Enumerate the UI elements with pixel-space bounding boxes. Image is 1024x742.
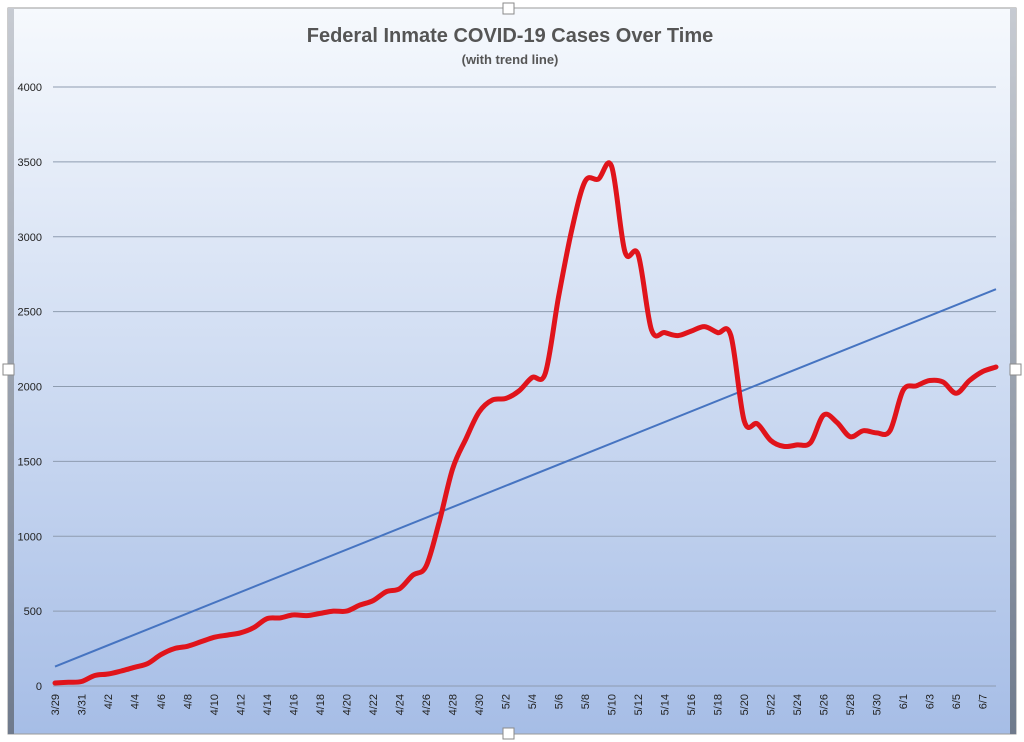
x-tick-label: 5/24 [792, 694, 804, 715]
x-tick-label: 4/28 [448, 694, 460, 715]
y-tick-label: 4000 [18, 82, 42, 94]
trend-line [54, 288, 997, 668]
x-tick-label: 4/2 [103, 694, 115, 709]
x-tick-label: 4/14 [262, 694, 274, 715]
y-tick-label: 3000 [18, 232, 42, 244]
x-tick-label: 5/6 [554, 694, 566, 709]
chart-subtitle: (with trend line) [462, 52, 559, 67]
x-tick-label: 3/31 [77, 694, 89, 715]
x-tick-label: 4/20 [342, 694, 354, 715]
x-tick-label: 5/8 [580, 694, 592, 709]
x-tick-label: 6/3 [925, 694, 937, 709]
x-tick-label: 4/8 [183, 694, 195, 709]
resize-handle-top[interactable] [502, 2, 515, 15]
resize-handle-left[interactable] [2, 363, 15, 376]
x-tick-label: 5/26 [819, 694, 831, 715]
resize-handle-bottom[interactable] [502, 727, 515, 740]
x-tick-label: 5/14 [660, 694, 672, 715]
x-tick-label: 6/1 [898, 694, 910, 709]
x-tick-label: 4/12 [236, 694, 248, 715]
x-tick-label: 4/18 [315, 694, 327, 715]
y-tick-label: 1500 [18, 456, 42, 468]
y-tick-label: 500 [24, 606, 42, 618]
y-axis-tick-labels: 0 500 1000 1500 2000 2500 3000 3500 4000 [18, 82, 42, 693]
x-tick-label: 5/20 [739, 694, 751, 715]
y-tick-label: 0 [36, 681, 42, 693]
series-line [52, 160, 999, 686]
x-tick-label: 6/5 [951, 694, 963, 709]
chart-area[interactable] [7, 7, 1017, 735]
x-axis-tick-labels: 3/29 3/31 4/2 4/4 4/6 4/8 4/10 4/12 4/14 4/16 4/18… [50, 694, 990, 715]
x-tick-label: 6/7 [978, 694, 990, 709]
x-tick-label: 4/22 [368, 694, 380, 715]
gridlines [53, 86, 996, 687]
y-tick-label: 2500 [18, 307, 42, 319]
x-tick-label: 5/16 [686, 694, 698, 715]
x-tick-label: 4/30 [474, 694, 486, 715]
x-tick-label: 4/10 [209, 694, 221, 715]
x-tick-label: 4/24 [395, 694, 407, 715]
x-tick-label: 5/28 [845, 694, 857, 715]
y-tick-label: 1000 [18, 531, 42, 543]
x-tick-label: 5/2 [501, 694, 513, 709]
x-tick-label: 3/29 [50, 694, 62, 715]
x-tick-label: 4/16 [289, 694, 301, 715]
x-tick-label: 5/4 [527, 694, 539, 709]
x-tick-label: 5/12 [633, 694, 645, 715]
y-tick-label: 3500 [18, 157, 42, 169]
chart-title: Federal Inmate COVID-19 Cases Over Time [307, 25, 713, 47]
x-tick-label: 4/26 [421, 694, 433, 715]
x-tick-label: 5/30 [872, 694, 884, 715]
y-tick-label: 2000 [18, 382, 42, 394]
trend-layer [54, 288, 997, 668]
x-tick-label: 4/6 [156, 694, 168, 709]
resize-handle-right[interactable] [1009, 363, 1022, 376]
x-tick-label: 4/4 [130, 694, 142, 709]
x-tick-label: 5/10 [607, 694, 619, 715]
x-tick-label: 5/22 [766, 694, 778, 715]
x-tick-label: 5/18 [713, 694, 725, 715]
series-layer [52, 160, 999, 686]
